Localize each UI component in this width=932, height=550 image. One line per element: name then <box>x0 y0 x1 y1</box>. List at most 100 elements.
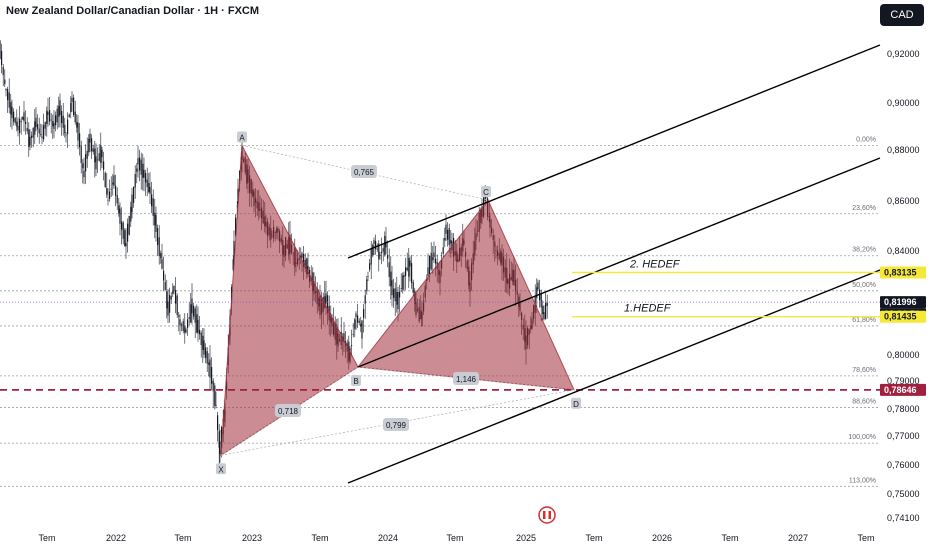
candle-body <box>41 136 43 139</box>
fib-level-label: 88,60% <box>852 398 876 405</box>
target-label: 1.HEDEF <box>624 303 672 315</box>
candle-body <box>545 303 547 320</box>
y-tick-label: 0,77000 <box>887 431 920 441</box>
candle-body <box>364 295 366 304</box>
candle-body <box>352 334 354 336</box>
candle-body <box>385 241 387 248</box>
candle-body <box>125 242 127 247</box>
candle-body <box>106 188 108 195</box>
candle-body <box>101 149 103 158</box>
x-tick-label: 2022 <box>106 533 126 543</box>
candle-body <box>173 285 175 292</box>
candle-body <box>237 188 239 204</box>
candle-body <box>76 121 78 128</box>
candle-body <box>113 175 115 186</box>
candle-body <box>236 205 238 207</box>
candle-body <box>306 258 308 275</box>
candle-body <box>14 118 16 123</box>
candle-body <box>67 119 69 135</box>
pattern-point-badge <box>481 186 491 197</box>
x-tick-label: Tem <box>174 533 191 543</box>
candle-body <box>412 282 414 293</box>
candle-body <box>0 40 1 60</box>
fib-level-label: 61,80% <box>852 317 876 324</box>
x-tick-label: Tem <box>585 533 602 543</box>
price-tag-label: 0,81996 <box>884 297 917 307</box>
candle-body <box>130 206 132 222</box>
candle-body <box>134 173 136 188</box>
candle-body <box>85 154 87 172</box>
fib-level-label: 23,60% <box>852 205 876 212</box>
candle-body <box>154 212 156 226</box>
pattern-point-label: X <box>218 465 224 474</box>
candle-body <box>83 170 85 178</box>
candle-body <box>46 110 48 124</box>
target-label: 2. HEDEF <box>629 258 681 270</box>
ratio-label: 0,799 <box>386 421 407 430</box>
candle-body <box>29 136 31 146</box>
overlay-layer: 2. HEDEF 1.HEDEF <box>0 44 881 484</box>
price-tag-bg <box>880 266 926 279</box>
candle-body <box>53 123 55 129</box>
candle-body <box>358 320 360 323</box>
fib-level-label: 100,00% <box>848 434 876 441</box>
candle-body <box>155 215 157 232</box>
candle-body <box>16 121 18 127</box>
candle-body <box>187 319 189 328</box>
candle-body <box>82 163 84 169</box>
candle-body <box>381 251 383 254</box>
candle-body <box>91 138 93 152</box>
candle-body <box>128 215 130 235</box>
pattern-point-label: A <box>239 133 245 142</box>
candle-body <box>536 287 538 299</box>
candle-body <box>197 319 199 334</box>
candle-body <box>384 235 386 255</box>
candle-body <box>61 110 63 124</box>
candle-body <box>360 323 362 327</box>
candle-body <box>133 186 135 203</box>
candle-body <box>170 296 172 300</box>
chart-title: New Zealand Dollar/Canadian Dollar · 1H … <box>6 5 260 17</box>
candle-body <box>444 238 446 241</box>
candle-body <box>157 228 159 245</box>
channel-upper-line <box>347 44 881 259</box>
candle-body <box>388 262 390 278</box>
fib-level-label: 78,60% <box>852 367 876 374</box>
candle-body <box>34 121 36 135</box>
candle-body <box>366 279 368 292</box>
candle-body <box>221 427 223 449</box>
x-tick-label: Tem <box>857 533 874 543</box>
candle-body <box>148 183 150 193</box>
candle-body <box>121 221 123 230</box>
pattern-point-label: D <box>573 400 579 409</box>
ratio-badge <box>275 404 301 417</box>
candle-body <box>382 248 384 252</box>
candle-body <box>79 133 81 148</box>
candle-body <box>427 267 429 276</box>
candle-body <box>88 138 90 153</box>
candle-body <box>343 333 345 343</box>
currency-button[interactable]: CAD <box>880 4 924 26</box>
candle-body <box>176 295 178 316</box>
fib-level-label: 0,00% <box>856 136 876 143</box>
candle-body <box>387 255 389 259</box>
candle-body <box>217 415 219 431</box>
candle-body <box>26 127 28 132</box>
candle-body <box>435 258 437 264</box>
candle-body <box>145 173 147 183</box>
candle-body <box>152 198 154 216</box>
pattern-point-badge <box>351 375 361 386</box>
candle-body <box>116 194 118 204</box>
candle-body <box>367 275 369 277</box>
candle-body <box>370 248 372 265</box>
candle-body <box>7 89 9 101</box>
candle-body <box>361 320 363 339</box>
channel-lower-line <box>347 269 881 484</box>
candle-body <box>151 194 153 207</box>
candle-body <box>215 405 217 406</box>
candle-body <box>542 305 544 315</box>
candle-body <box>8 92 10 108</box>
candle-body <box>214 385 216 406</box>
candle-body <box>64 124 66 134</box>
candle-body <box>200 332 202 346</box>
